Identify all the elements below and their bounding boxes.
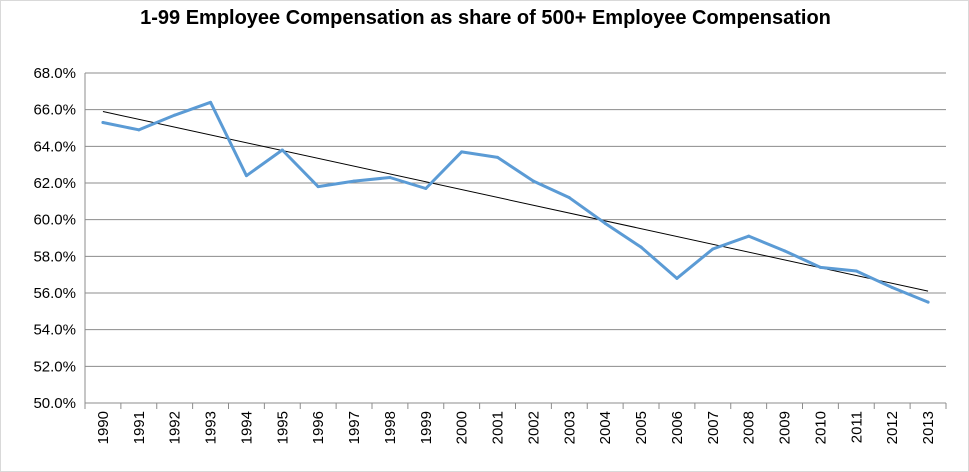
y-tick-label: 66.0% <box>33 102 76 119</box>
data-point <box>531 179 535 183</box>
x-tick-label: 1993 <box>203 411 220 444</box>
x-tick-label: 2009 <box>777 411 794 444</box>
x-tick-label: 1995 <box>274 411 291 444</box>
x-tick-label: 2002 <box>525 411 542 444</box>
data-point <box>675 276 679 280</box>
x-tick-label: 2000 <box>454 411 471 444</box>
data-point <box>639 245 643 249</box>
y-tick-label: 64.0% <box>33 138 76 155</box>
x-tick-label: 2006 <box>669 411 686 444</box>
data-point <box>496 155 500 159</box>
y-tick-label: 54.0% <box>33 322 76 339</box>
x-tick-label: 2007 <box>705 411 722 444</box>
y-tick-label: 60.0% <box>33 212 76 229</box>
data-point <box>818 265 822 269</box>
data-point <box>137 128 141 132</box>
data-point <box>101 121 105 124</box>
x-tick-label: 1998 <box>382 411 399 444</box>
trendline-layer <box>102 111 929 292</box>
x-tick-label: 2004 <box>597 411 614 444</box>
data-point <box>388 176 392 179</box>
data-point <box>783 249 787 253</box>
x-tick-label: 2001 <box>490 411 507 444</box>
gridlines <box>85 72 946 367</box>
data-point <box>747 234 751 238</box>
x-tick-label: 1991 <box>131 411 148 444</box>
y-tick-label: 62.0% <box>33 175 76 192</box>
data-point <box>854 269 858 273</box>
data-point <box>711 247 715 251</box>
x-tick-label: 1990 <box>95 411 112 444</box>
data-point <box>603 221 607 225</box>
x-tick-label: 2008 <box>741 411 758 444</box>
trendline <box>102 111 929 292</box>
data-point <box>209 100 213 104</box>
data-point <box>567 196 571 200</box>
data-point <box>244 174 248 178</box>
series-line <box>101 100 930 304</box>
data-point <box>460 150 464 154</box>
x-tick-label: 2003 <box>561 411 578 444</box>
x-tick-label: 2010 <box>812 411 829 444</box>
data-point <box>173 113 177 117</box>
y-tick-label: 52.0% <box>33 358 76 375</box>
x-tick-label: 2005 <box>633 411 650 444</box>
y-tick-label: 50.0% <box>33 395 76 412</box>
chart-title: 1-99 Employee Compensation as share of 5… <box>140 7 831 29</box>
x-tick-label: 1992 <box>167 411 184 444</box>
axes <box>84 73 947 409</box>
x-tick-label: 1999 <box>418 411 435 444</box>
y-tick-label: 56.0% <box>33 285 76 302</box>
series-layer <box>101 100 930 304</box>
x-tick-label: 2013 <box>920 411 937 444</box>
y-tick-label: 68.0% <box>33 65 76 82</box>
y-tick-labels: 50.0% 52.0% 54.0% 56.0% 58.0% 60.0% 62.0% 64.0%… <box>33 65 76 412</box>
x-tick-label: 1996 <box>310 411 327 444</box>
data-point <box>424 187 428 190</box>
x-tick-labels: 1990 1991 1992 1993 1994 1995 1996 1997 1998 1999… <box>95 411 937 444</box>
data-point <box>352 179 356 183</box>
data-point <box>890 286 894 289</box>
x-tick-label: 1997 <box>346 411 363 444</box>
data-point <box>926 300 930 304</box>
data-point <box>280 148 284 152</box>
y-tick-label: 58.0% <box>33 248 76 265</box>
x-tick-label: 1994 <box>238 411 255 444</box>
x-tick-label: 2011 <box>848 411 865 443</box>
x-tick-label: 2012 <box>884 411 901 444</box>
data-point <box>316 185 320 189</box>
